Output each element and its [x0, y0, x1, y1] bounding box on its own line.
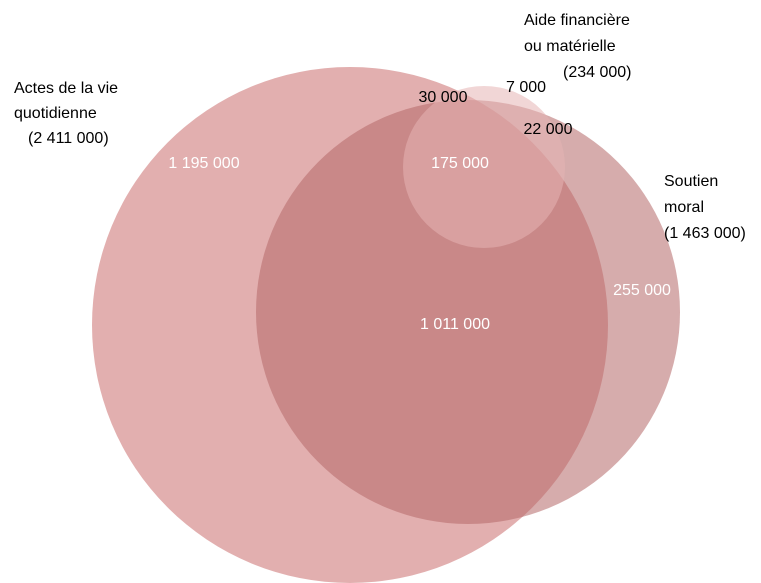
region-value-financiere-only: 7 000 — [506, 79, 546, 96]
region-value-all-three: 175 000 — [431, 155, 489, 172]
set-label-quotidienne-line-1: Actes de la vie — [14, 80, 118, 97]
region-value-quotidienne-moral: 1 011 000 — [420, 316, 490, 333]
region-value-moral-only: 255 000 — [613, 282, 671, 299]
set-label-financiere: Aide financière ou matérielle (234 000) — [524, 12, 634, 81]
set-label-quotidienne: Actes de la vie quotidienne (2 411 000) — [14, 80, 123, 147]
region-value-moral-financiere: 22 000 — [524, 121, 573, 138]
set-label-financiere-line-2: ou matérielle — [524, 38, 616, 55]
set-label-quotidienne-line-3: (2 411 000) — [28, 130, 109, 147]
set-label-soutien-moral-line-2: moral — [664, 199, 704, 216]
region-value-quotidienne-financiere: 30 000 — [419, 89, 468, 106]
set-label-soutien-moral: Soutien moral (1 463 000) — [664, 173, 746, 242]
set-label-soutien-moral-line-1: Soutien — [664, 173, 718, 190]
circle-aide-financiere — [403, 86, 565, 248]
set-label-financiere-line-1: Aide financière — [524, 12, 630, 29]
region-value-quotidienne-only: 1 195 000 — [168, 155, 239, 172]
set-label-quotidienne-line-2: quotidienne — [14, 105, 97, 122]
set-label-soutien-moral-line-3: (1 463 000) — [664, 225, 746, 242]
circle-soutien-moral — [256, 100, 680, 524]
set-label-financiere-line-3: (234 000) — [563, 64, 632, 81]
